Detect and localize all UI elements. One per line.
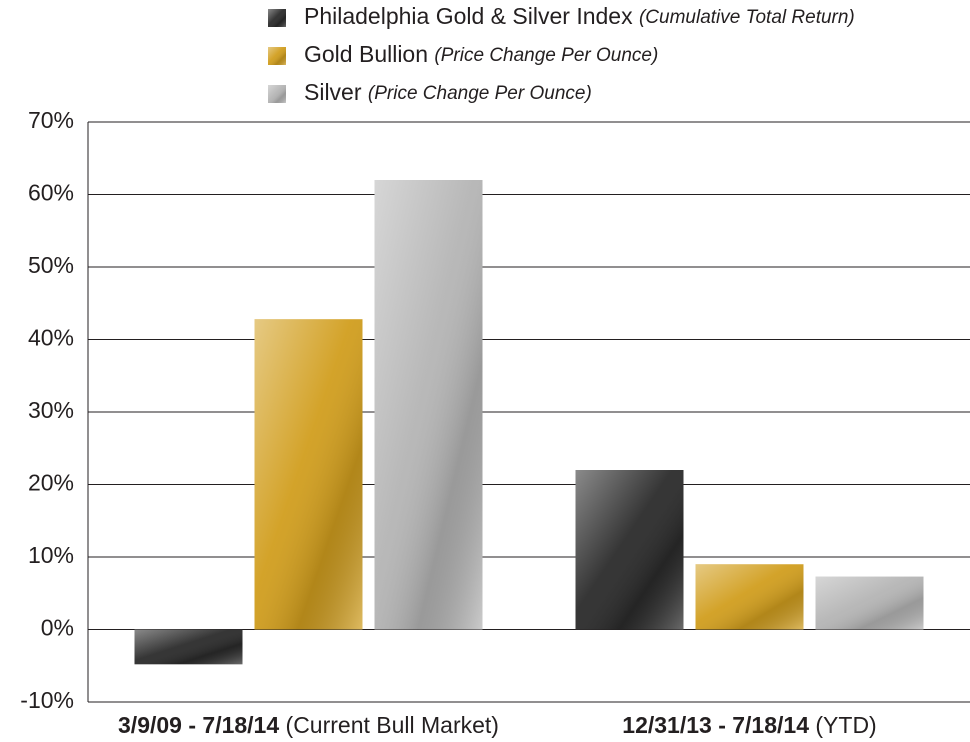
x-tick-label: 12/31/13 - 7/18/14 (YTD) [622,712,876,738]
y-tick-label: 0% [41,615,74,641]
y-tick-label: 30% [28,397,74,423]
legend-note: (Cumulative Total Return) [639,7,855,28]
bar-shine [575,470,684,630]
y-tick-label: 40% [28,325,74,351]
category-name: 3/9/09 - 7/18/14 [118,712,279,738]
legend-note: (Price Change Per Ounce) [368,83,592,104]
category-note: (YTD) [815,712,876,738]
y-tick-label: 60% [28,180,74,206]
legend-name: Gold Bullion [304,41,428,67]
category-note: (Current Bull Market) [286,712,499,738]
y-tick-label: 70% [28,107,74,133]
legend-name: Philadelphia Gold & Silver Index [304,3,633,29]
legend-swatch-shine [268,9,286,27]
legend-entry: Philadelphia Gold & Silver Index (Cumula… [304,3,855,29]
y-tick-label: 50% [28,252,74,278]
legend-name: Silver [304,79,362,105]
bar-shine [134,629,243,665]
y-tick-label: -10% [20,687,74,713]
bar-shine [254,319,363,630]
legend-swatch-shine [268,47,286,65]
y-tick-label: 20% [28,470,74,496]
category-name: 12/31/13 - 7/18/14 [622,712,809,738]
legend-note: (Price Change Per Ounce) [434,45,658,66]
legend-entry: Silver (Price Change Per Ounce) [304,79,592,105]
x-tick-label: 3/9/09 - 7/18/14 (Current Bull Market) [118,712,499,738]
legend-swatch-shine [268,85,286,103]
y-tick-label: 10% [28,542,74,568]
legend-entry: Gold Bullion (Price Change Per Ounce) [304,41,658,67]
bar-shine [374,180,483,630]
bar-shine [815,576,924,630]
bar-shine [695,564,804,630]
